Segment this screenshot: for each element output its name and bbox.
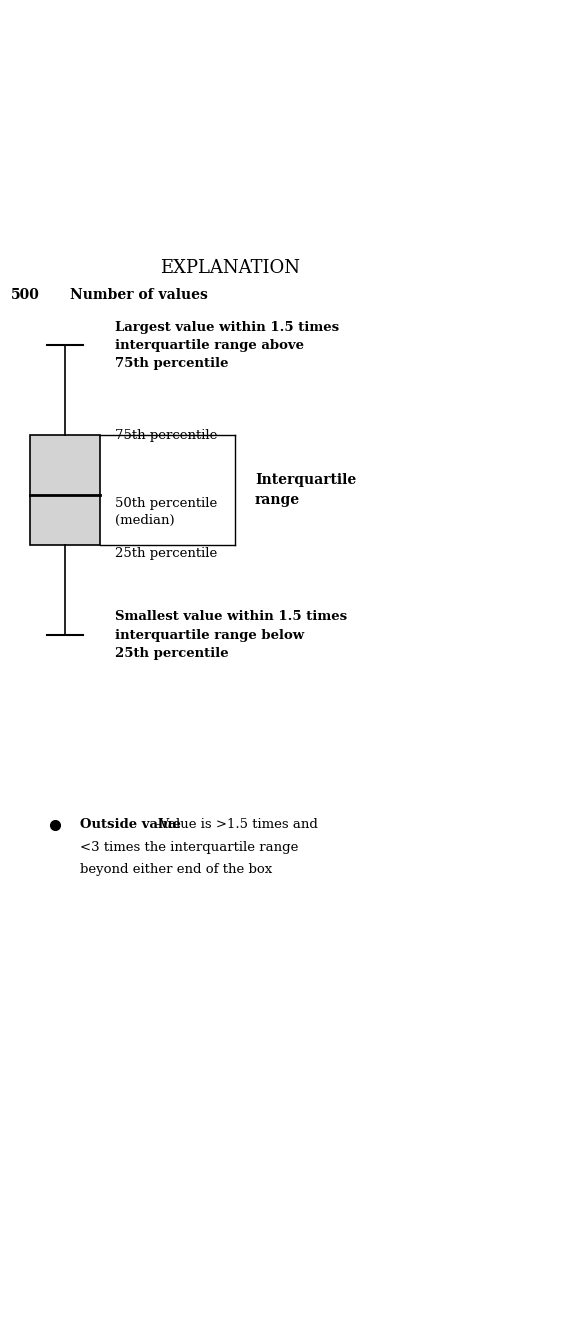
Text: 500: 500 (11, 288, 40, 302)
Text: <3 times the interquartile range: <3 times the interquartile range (80, 840, 298, 853)
Text: 25th percentile: 25th percentile (115, 547, 217, 560)
Text: 50th percentile
(median): 50th percentile (median) (115, 497, 217, 527)
Text: 75th percentile: 75th percentile (115, 429, 217, 441)
Text: Outside value: Outside value (80, 818, 181, 832)
Text: Smallest value within 1.5 times
interquartile range below
25th percentile: Smallest value within 1.5 times interqua… (115, 610, 347, 660)
Text: beyond either end of the box: beyond either end of the box (80, 863, 272, 875)
Bar (30, 435, 100, 546)
Text: EXPLANATION: EXPLANATION (160, 259, 300, 277)
Text: Largest value within 1.5 times
interquartile range above
75th percentile: Largest value within 1.5 times interquar… (115, 320, 339, 370)
Text: -Value is >1.5 times and: -Value is >1.5 times and (156, 818, 318, 832)
Text: Number of values: Number of values (70, 288, 208, 302)
Text: Interquartile
range: Interquartile range (255, 473, 356, 507)
